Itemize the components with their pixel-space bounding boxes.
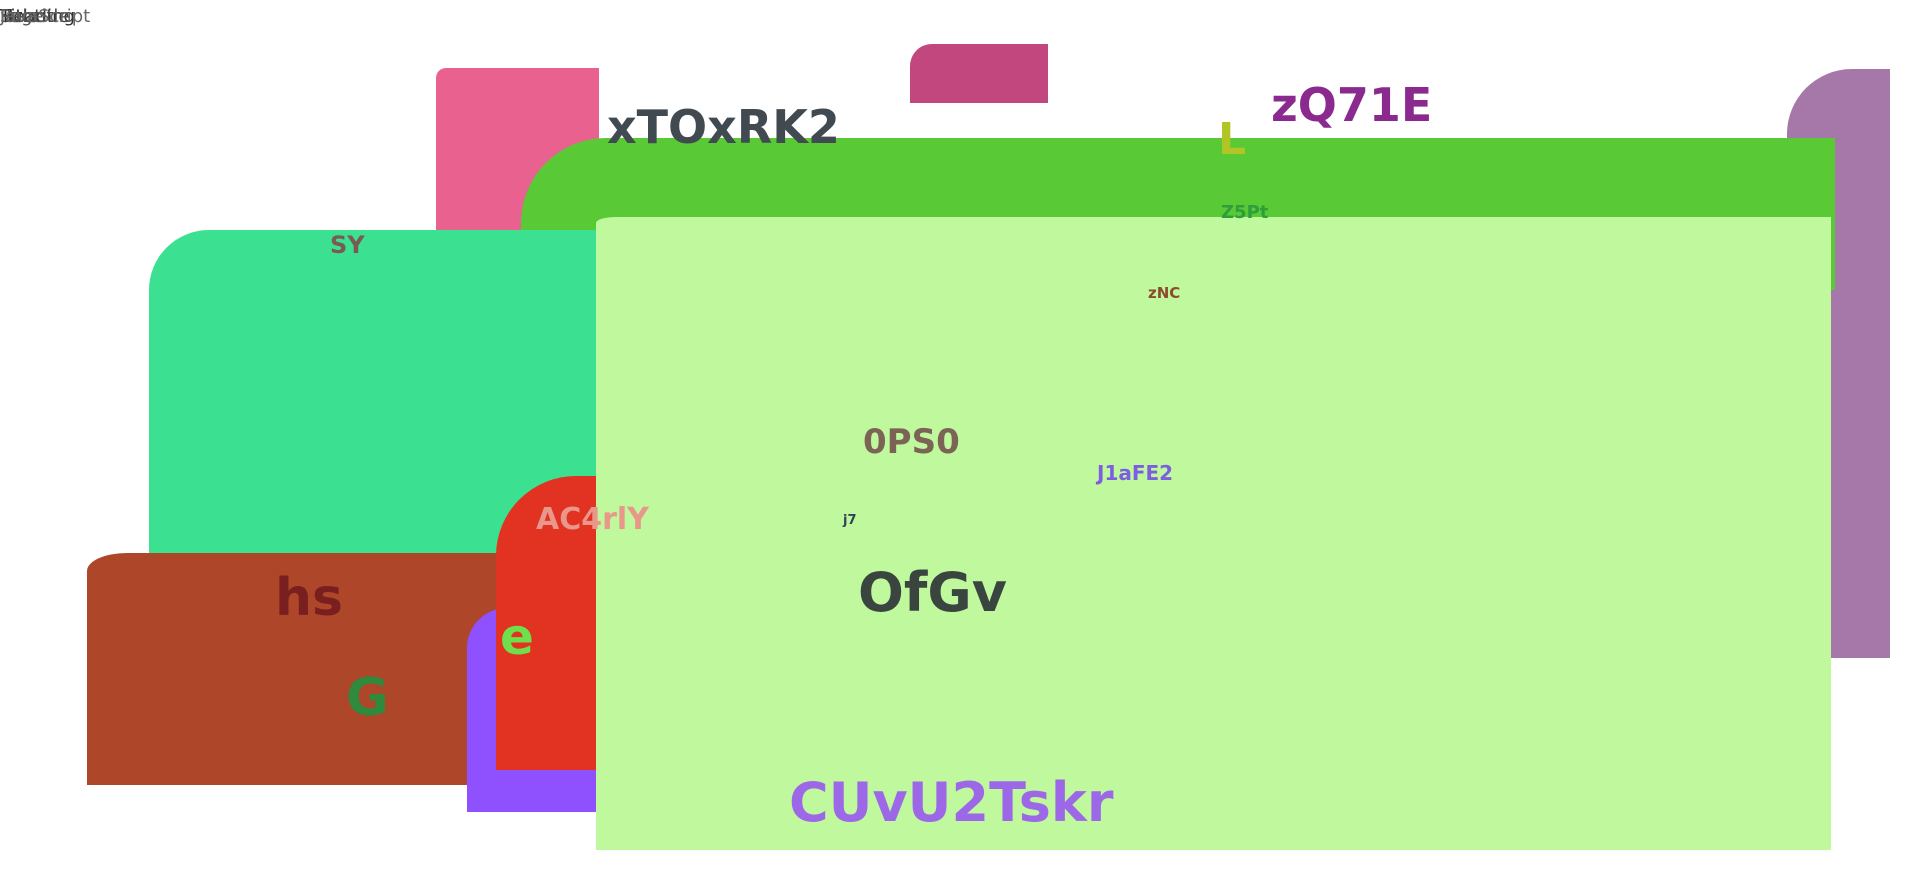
label-zq71e: zQ71E [1271,78,1433,132]
label-ofgv: OfGv [858,561,1007,624]
label-ac4rly: AC4rlY [536,502,649,537]
label-z5pt: Z5Pt [1221,202,1269,223]
label-e: e [500,608,534,666]
header-text-1: Title [0,6,39,27]
brown-panel [87,553,507,785]
header-text-2: Heading [0,6,75,27]
label-g: G [346,668,389,728]
magenta-tab [910,44,1048,103]
header-text-3: Subtitle [0,6,70,27]
light-green-main-panel [596,217,1831,850]
label-cuvu2tskr: CUvU2Tskr [789,771,1114,834]
header-text-4: Page [0,6,44,27]
label-xtoxrk2: xTOxRK2 [607,100,840,154]
label-0ps0: 0PS0 [863,422,960,462]
label-j7: j7 [843,513,857,528]
label-l: L [1218,114,1247,165]
label-sy: SY [330,231,365,259]
label-hs: hs [275,568,343,628]
label-j1afe2: J1aFE2 [1097,461,1174,485]
label-znc: zNC [1148,284,1181,302]
header-text-5: JavaScript [0,6,91,27]
